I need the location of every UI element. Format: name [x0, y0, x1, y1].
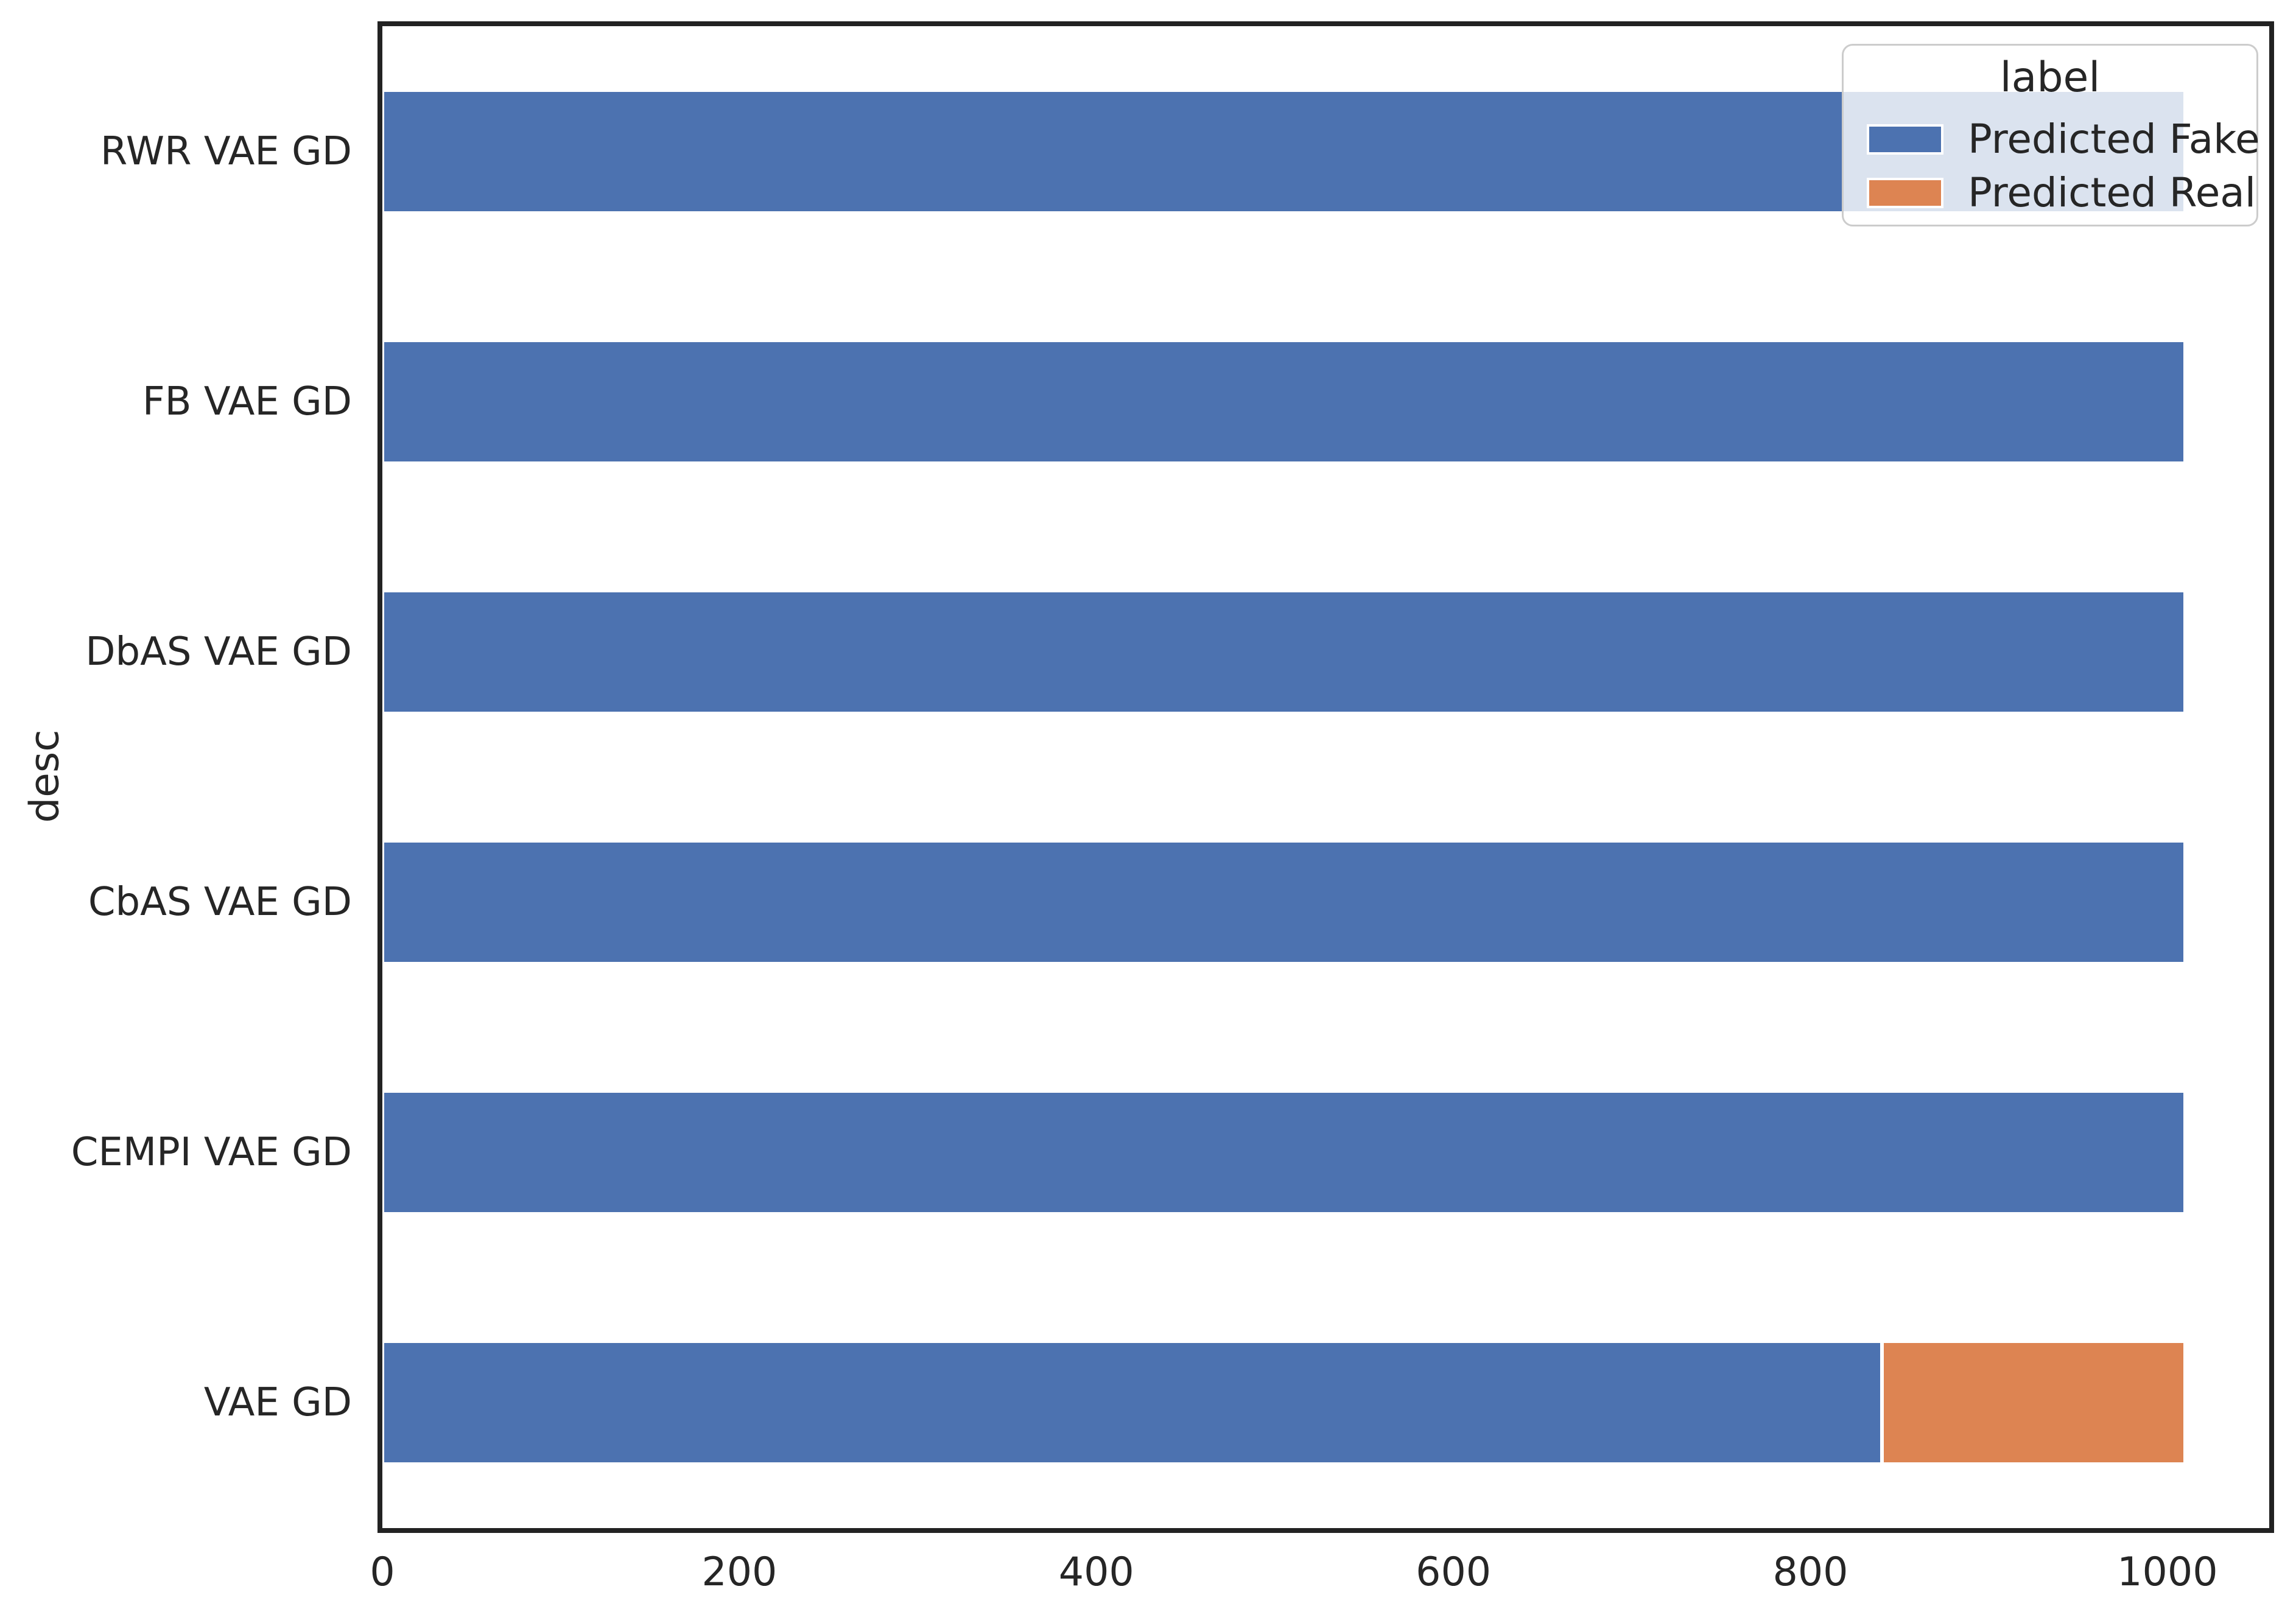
x-tick-label: 1000	[2117, 1549, 2218, 1595]
legend-swatch-icon	[1867, 178, 1943, 209]
axes-frame	[377, 21, 2274, 1533]
bar-segment-predicted-fake	[382, 841, 2186, 964]
y-tick-label: RWR VAE GD	[100, 128, 352, 174]
legend-entry: Predicted Fake	[1856, 113, 2260, 166]
y-axis-label: desc	[21, 729, 68, 823]
y-tick-label: CEMPI VAE GD	[71, 1130, 352, 1176]
legend-rows: Predicted Fake Predicted Real	[1856, 113, 2260, 220]
legend-swatch-icon	[1867, 124, 1943, 155]
legend-label: Predicted Real	[1968, 169, 2256, 217]
x-tick-label: 400	[1058, 1549, 1134, 1595]
y-tick-label: FB VAE GD	[142, 379, 352, 424]
legend-label: Predicted Fake	[1968, 116, 2260, 163]
x-tick-label: 600	[1416, 1549, 1492, 1595]
bar-segment-predicted-real	[1881, 1341, 2186, 1465]
bar-segment-predicted-fake	[382, 1341, 1882, 1465]
y-tick-label: CbAS VAE GD	[88, 880, 352, 925]
bar-segment-predicted-fake	[382, 1091, 2186, 1215]
legend-title: label	[1999, 54, 2101, 102]
y-tick-label: VAE GD	[203, 1380, 352, 1426]
x-tick-label: 800	[1772, 1549, 1848, 1595]
y-tick-label: DbAS VAE GD	[85, 629, 352, 675]
bar-segment-predicted-fake	[382, 340, 2186, 463]
x-tick-label: 200	[701, 1549, 778, 1595]
legend-entry: Predicted Real	[1856, 166, 2256, 220]
legend: label Predicted Fake Predicted Real	[1842, 44, 2260, 226]
bar-segment-predicted-fake	[382, 590, 2186, 714]
plot-area	[382, 26, 2269, 1528]
x-tick-label: 0	[370, 1549, 395, 1595]
